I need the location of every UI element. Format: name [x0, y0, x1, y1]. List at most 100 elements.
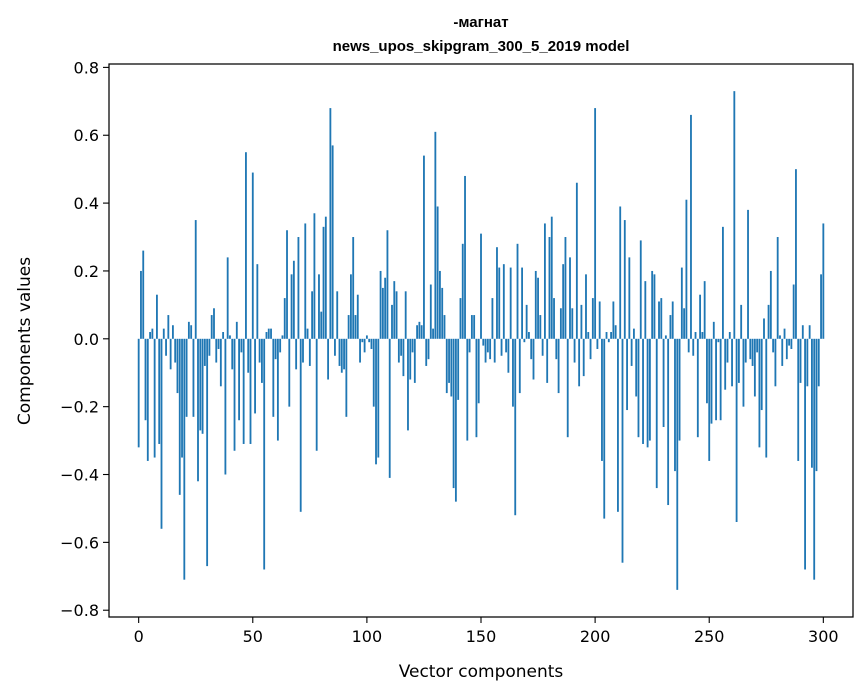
bar — [491, 298, 494, 339]
bar — [607, 338, 610, 343]
bar — [722, 226, 724, 339]
bar — [210, 315, 213, 339]
bar — [671, 301, 674, 339]
bar — [628, 257, 631, 339]
bar — [742, 338, 745, 407]
bar — [781, 338, 784, 366]
bar — [708, 338, 711, 461]
bar-series — [137, 91, 825, 590]
x-tick-label: 100 — [352, 627, 383, 646]
bar — [582, 338, 585, 377]
chart-title-line2: news_upos_skipgram_300_5_2019 model — [333, 38, 630, 55]
bar — [566, 338, 569, 438]
bar — [142, 250, 145, 339]
bar — [648, 338, 651, 441]
bar — [436, 206, 439, 339]
y-tick-label: 0.0 — [74, 330, 99, 349]
bar — [664, 335, 667, 339]
bar — [265, 332, 268, 339]
y-tick-label: 0.8 — [74, 58, 99, 77]
bar — [327, 338, 330, 380]
bar — [580, 304, 583, 339]
bar — [295, 338, 298, 370]
bar — [407, 338, 409, 431]
bar — [167, 315, 170, 339]
bar — [555, 338, 558, 360]
bar — [224, 338, 227, 475]
bar — [379, 270, 382, 339]
bar — [484, 338, 487, 363]
bar — [482, 338, 485, 346]
bar — [247, 338, 250, 373]
bar — [292, 260, 295, 339]
bar — [370, 338, 373, 349]
bar — [701, 332, 704, 339]
bar — [719, 338, 722, 421]
bar — [249, 338, 252, 444]
bar — [322, 226, 325, 339]
bar — [667, 338, 670, 506]
bar — [779, 335, 781, 339]
bar — [477, 338, 480, 404]
bar — [658, 301, 660, 339]
bar — [425, 338, 428, 366]
bar — [459, 298, 462, 339]
bar — [363, 338, 366, 353]
bar — [751, 338, 754, 366]
bar — [537, 277, 539, 339]
bar — [669, 315, 672, 339]
bar — [571, 308, 574, 339]
bar — [578, 338, 581, 387]
y-tick-label: −0.6 — [60, 533, 99, 552]
bar — [272, 338, 275, 417]
bar — [619, 206, 622, 339]
bar — [281, 335, 284, 339]
bar — [423, 155, 425, 339]
bar — [559, 308, 562, 339]
bar — [140, 270, 142, 339]
bar — [203, 338, 206, 366]
bar — [338, 338, 341, 366]
bar — [409, 338, 412, 380]
bar — [548, 237, 551, 339]
bar — [532, 338, 535, 380]
bar — [388, 338, 391, 478]
bar — [393, 281, 396, 339]
bar — [587, 332, 590, 339]
x-axis-ticks: 0 50 100 150 200 250 300 — [134, 617, 839, 646]
bar — [185, 338, 188, 417]
bar — [603, 338, 606, 519]
bar — [591, 298, 594, 339]
bar — [251, 172, 254, 339]
bar — [550, 216, 553, 339]
bar — [804, 338, 806, 570]
bar — [685, 199, 688, 339]
bar — [733, 91, 736, 339]
bar — [452, 338, 455, 489]
bar — [614, 325, 617, 339]
bar — [717, 338, 720, 343]
bar — [644, 281, 647, 339]
bar — [174, 338, 177, 363]
bar — [443, 315, 446, 339]
bar — [181, 338, 183, 458]
bar — [276, 338, 279, 441]
bar — [352, 237, 355, 339]
bar — [176, 338, 179, 394]
bar — [728, 332, 731, 339]
bar — [557, 338, 560, 394]
bar — [169, 338, 172, 370]
bar — [238, 338, 240, 421]
bar — [350, 274, 352, 339]
bar — [194, 220, 197, 339]
bar — [217, 338, 220, 349]
bar — [461, 243, 464, 339]
bar — [213, 308, 215, 339]
bar — [395, 291, 398, 339]
bar — [651, 270, 654, 339]
bar — [612, 301, 615, 339]
bar — [283, 298, 286, 339]
bar — [596, 338, 599, 349]
bar — [683, 308, 686, 339]
bar — [171, 325, 174, 339]
